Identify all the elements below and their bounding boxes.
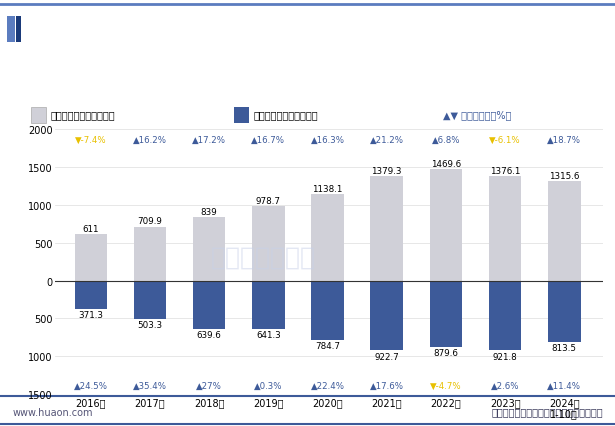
Text: 813.5: 813.5: [552, 344, 577, 353]
Text: ▲0.3%: ▲0.3%: [254, 380, 283, 389]
Text: ▲16.3%: ▲16.3%: [311, 135, 344, 144]
Text: ▲18.7%: ▲18.7%: [547, 135, 581, 144]
Bar: [234, 107, 249, 124]
Bar: [548, 181, 581, 281]
Text: ▲24.5%: ▲24.5%: [74, 380, 108, 389]
Bar: [74, 235, 107, 281]
Bar: [252, 207, 285, 281]
Bar: [548, 281, 581, 342]
Text: 611: 611: [82, 225, 99, 233]
Text: www.huaon.com: www.huaon.com: [12, 407, 93, 417]
Bar: [193, 281, 226, 329]
Text: 921.8: 921.8: [493, 352, 517, 361]
Text: 2016-2024年10月中国与越南进、出口商品总值: 2016-2024年10月中国与越南进、出口商品总值: [172, 70, 443, 88]
Text: 709.9: 709.9: [138, 217, 162, 226]
Text: 1379.3: 1379.3: [371, 167, 402, 176]
Text: 专业严谨 • 客观科学: 专业严谨 • 客观科学: [534, 29, 597, 38]
Text: ▲27%: ▲27%: [196, 380, 222, 389]
Text: 进口商品总值（亿美元）: 进口商品总值（亿美元）: [254, 110, 319, 120]
Bar: [252, 281, 285, 329]
Text: 1376.1: 1376.1: [490, 167, 520, 176]
Text: ▲16.7%: ▲16.7%: [252, 135, 285, 144]
Bar: [7, 17, 15, 43]
Text: 639.6: 639.6: [197, 331, 221, 340]
Bar: [16, 17, 21, 43]
Text: 华经产业研究院: 华经产业研究院: [211, 245, 316, 269]
Text: 1469.6: 1469.6: [431, 160, 461, 169]
Text: 641.3: 641.3: [256, 331, 281, 340]
Text: 922.7: 922.7: [375, 352, 399, 361]
Bar: [311, 195, 344, 281]
Text: 数据来源：中国海关，华经产业研究院整理: 数据来源：中国海关，华经产业研究院整理: [491, 407, 603, 417]
Text: ▼-7.4%: ▼-7.4%: [75, 135, 106, 144]
Text: 1315.6: 1315.6: [549, 171, 579, 180]
Bar: [311, 281, 344, 340]
Text: 879.6: 879.6: [434, 348, 458, 357]
Text: 1138.1: 1138.1: [312, 184, 343, 193]
Text: ▲35.4%: ▲35.4%: [133, 380, 167, 389]
Bar: [133, 281, 166, 319]
Text: ▲2.6%: ▲2.6%: [491, 380, 519, 389]
Text: ▼-6.1%: ▼-6.1%: [490, 135, 521, 144]
Text: ▲17.6%: ▲17.6%: [370, 380, 403, 389]
Bar: [193, 218, 226, 281]
Text: 出口商品总值（亿美元）: 出口商品总值（亿美元）: [50, 110, 115, 120]
Bar: [74, 281, 107, 309]
Text: ▲▼ 同比增长率（%）: ▲▼ 同比增长率（%）: [443, 110, 511, 120]
Bar: [430, 170, 462, 281]
Text: ▲6.8%: ▲6.8%: [432, 135, 460, 144]
Text: ▼-4.7%: ▼-4.7%: [430, 380, 462, 389]
Text: 978.7: 978.7: [256, 197, 281, 206]
Text: 784.7: 784.7: [315, 341, 340, 351]
Text: 839: 839: [201, 207, 218, 216]
Text: ▲22.4%: ▲22.4%: [311, 380, 344, 389]
Text: ▲21.2%: ▲21.2%: [370, 135, 403, 144]
Bar: [370, 281, 403, 351]
Text: 371.3: 371.3: [78, 310, 103, 319]
Text: 503.3: 503.3: [138, 320, 162, 329]
Bar: [489, 281, 522, 351]
Bar: [133, 227, 166, 281]
Bar: [370, 177, 403, 281]
Text: ▲16.2%: ▲16.2%: [133, 135, 167, 144]
Text: ▲17.2%: ▲17.2%: [192, 135, 226, 144]
Bar: [489, 177, 522, 281]
Bar: [430, 281, 462, 347]
Text: 华经情报网: 华经情报网: [28, 27, 63, 40]
Text: ▲11.4%: ▲11.4%: [547, 380, 581, 389]
Bar: [31, 107, 46, 124]
